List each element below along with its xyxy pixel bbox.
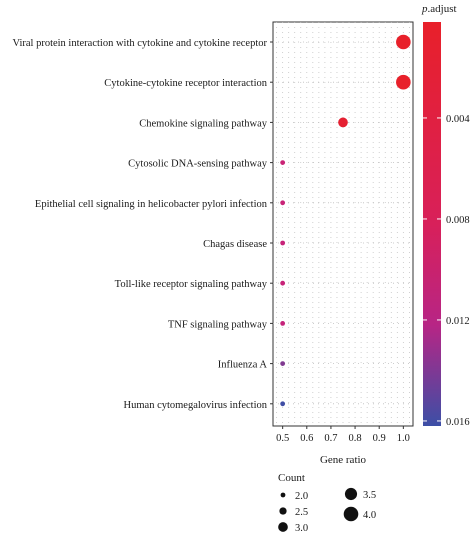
x-axis-ticks: 0.5 0.6 0.7 0.8 0.9 1.0 bbox=[276, 426, 410, 444]
color-legend-bar bbox=[423, 22, 441, 426]
color-tick-label: 0.016 bbox=[446, 417, 470, 428]
x-axis-label: Gene ratio bbox=[320, 454, 367, 466]
data-point bbox=[280, 401, 286, 407]
y-axis-labels: Viral protein interaction with cytokine … bbox=[13, 38, 273, 411]
data-point bbox=[280, 200, 286, 206]
y-tick-label: Toll-like receptor signaling pathway bbox=[115, 279, 268, 290]
x-tick-label: 0.6 bbox=[300, 433, 313, 444]
size-legend-dot bbox=[280, 492, 286, 498]
data-point bbox=[280, 160, 286, 166]
size-legend: Count 2.0 2.5 3.0 3.5 4.0 bbox=[278, 472, 376, 533]
x-tick-label: 0.8 bbox=[349, 433, 362, 444]
color-tick-label: 0.004 bbox=[446, 114, 470, 125]
y-tick-label: Chemokine signaling pathway bbox=[139, 118, 267, 129]
x-tick-label: 0.9 bbox=[373, 433, 386, 444]
y-tick-label: Influenza A bbox=[218, 360, 268, 371]
y-tick-label: Cytosolic DNA-sensing pathway bbox=[128, 159, 268, 170]
data-point bbox=[280, 321, 286, 326]
size-legend-dot bbox=[278, 522, 288, 532]
x-tick-label: 0.5 bbox=[276, 433, 289, 444]
x-tick-label: 1.0 bbox=[397, 433, 410, 444]
y-tick-label: Cytokine-cytokine receptor interaction bbox=[104, 78, 267, 89]
color-legend-ticks: 0.004 0.008 0.012 0.016 bbox=[423, 114, 470, 428]
y-tick-label: Viral protein interaction with cytokine … bbox=[13, 38, 268, 49]
grid-lines bbox=[273, 22, 413, 426]
color-tick-label: 0.012 bbox=[446, 316, 470, 327]
size-legend-label: 2.5 bbox=[295, 507, 308, 518]
y-tick-label: Chagas disease bbox=[203, 239, 267, 250]
data-point bbox=[280, 280, 286, 286]
size-legend-dot bbox=[344, 487, 358, 501]
size-legend-label: 3.5 bbox=[363, 490, 376, 501]
data-point bbox=[338, 117, 348, 128]
size-legend-label: 3.0 bbox=[295, 523, 308, 533]
data-point bbox=[396, 34, 411, 50]
x-tick-label: 0.7 bbox=[324, 433, 337, 444]
size-legend-title: Count bbox=[278, 472, 305, 484]
color-legend: p.adjust 0.004 0.008 0.012 0.016 bbox=[421, 3, 470, 428]
data-points bbox=[280, 34, 411, 407]
y-tick-label: Human cytomegalovirus infection bbox=[124, 400, 268, 411]
color-legend-title: p.adjust bbox=[421, 3, 457, 15]
color-tick-label: 0.008 bbox=[446, 215, 470, 226]
size-legend-label: 2.0 bbox=[295, 491, 308, 502]
data-point bbox=[280, 240, 286, 246]
y-tick-label: TNF signaling pathway bbox=[168, 319, 268, 330]
size-legend-label: 4.0 bbox=[363, 510, 376, 521]
data-point bbox=[280, 361, 286, 366]
plot-area bbox=[272, 21, 414, 427]
size-legend-dot bbox=[343, 506, 359, 522]
size-legend-dot bbox=[279, 507, 287, 515]
data-point bbox=[396, 74, 411, 90]
y-tick-label: Epithelial cell signaling in helicobacte… bbox=[35, 199, 268, 210]
